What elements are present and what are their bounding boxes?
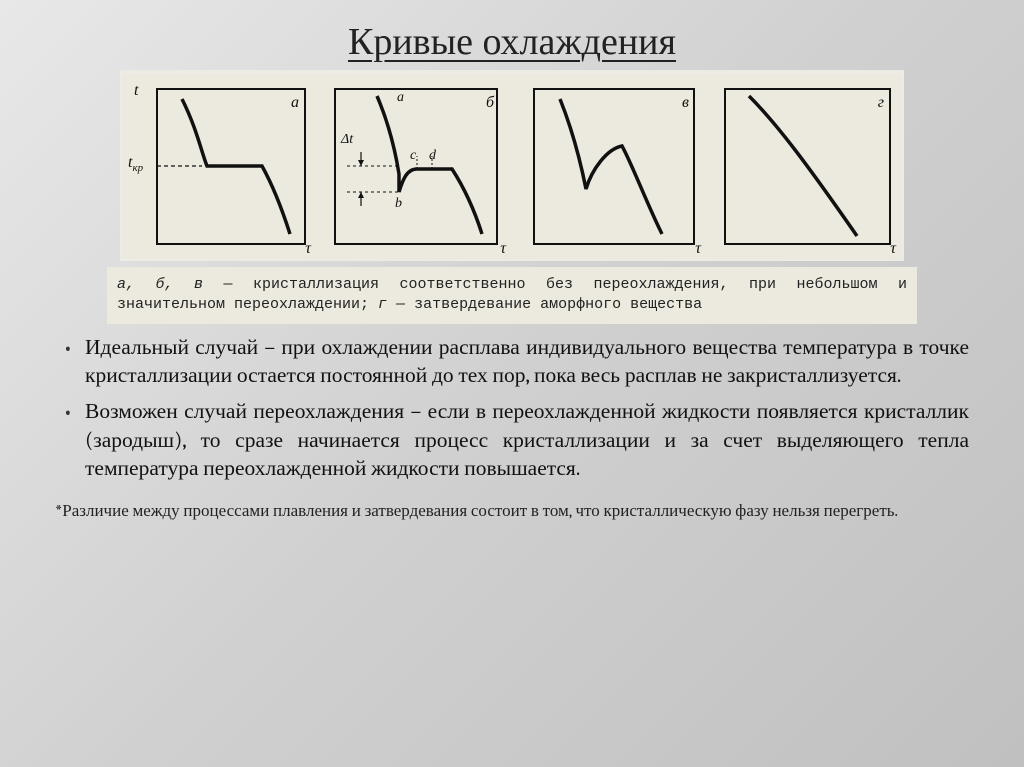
axis-tkr: tкр xyxy=(128,154,143,174)
list-item: Возможен случай переохлаждения – если в … xyxy=(85,398,969,483)
panel-a: t tкр τ а xyxy=(122,74,317,259)
panel-v: в τ xyxy=(512,74,707,259)
axis-tau-v: τ xyxy=(695,240,701,258)
chart-a xyxy=(122,74,317,259)
label-small-a: a xyxy=(397,90,404,106)
bullet-list: Идеальный случай – при охлаждении распла… xyxy=(55,334,969,484)
page-title: Кривые охлаждения xyxy=(55,20,969,64)
axis-t: t xyxy=(134,82,138,100)
axis-tau-a: τ xyxy=(305,240,311,258)
panel-label-b: б xyxy=(486,94,494,112)
axis-tau-b: τ xyxy=(500,240,506,258)
footnote: *Различие между процессами плавления и з… xyxy=(55,501,969,524)
panel-g: г τ xyxy=(707,74,902,259)
label-small-d: d xyxy=(429,148,436,164)
slide: Кривые охлаждения t tкр τ а xyxy=(0,0,1024,767)
panel-label-v: в xyxy=(682,94,689,112)
figure-caption: а, б, в — кристаллизация соответственно … xyxy=(107,267,917,324)
panel-b: a b c d б Δt τ xyxy=(317,74,512,259)
label-small-b: b xyxy=(395,196,402,212)
chart-v xyxy=(512,74,707,259)
chart-g xyxy=(707,74,902,259)
chart-b xyxy=(317,74,512,259)
panel-label-g: г xyxy=(878,94,884,112)
axis-tau-g: τ xyxy=(890,240,896,258)
list-item: Идеальный случай – при охлаждении распла… xyxy=(85,334,969,391)
delta-label: Δt xyxy=(341,132,353,148)
label-small-c: c xyxy=(410,148,416,164)
figure-row: t tкр τ а a b c d б Δt xyxy=(120,70,904,261)
panel-label-a: а xyxy=(291,94,299,112)
